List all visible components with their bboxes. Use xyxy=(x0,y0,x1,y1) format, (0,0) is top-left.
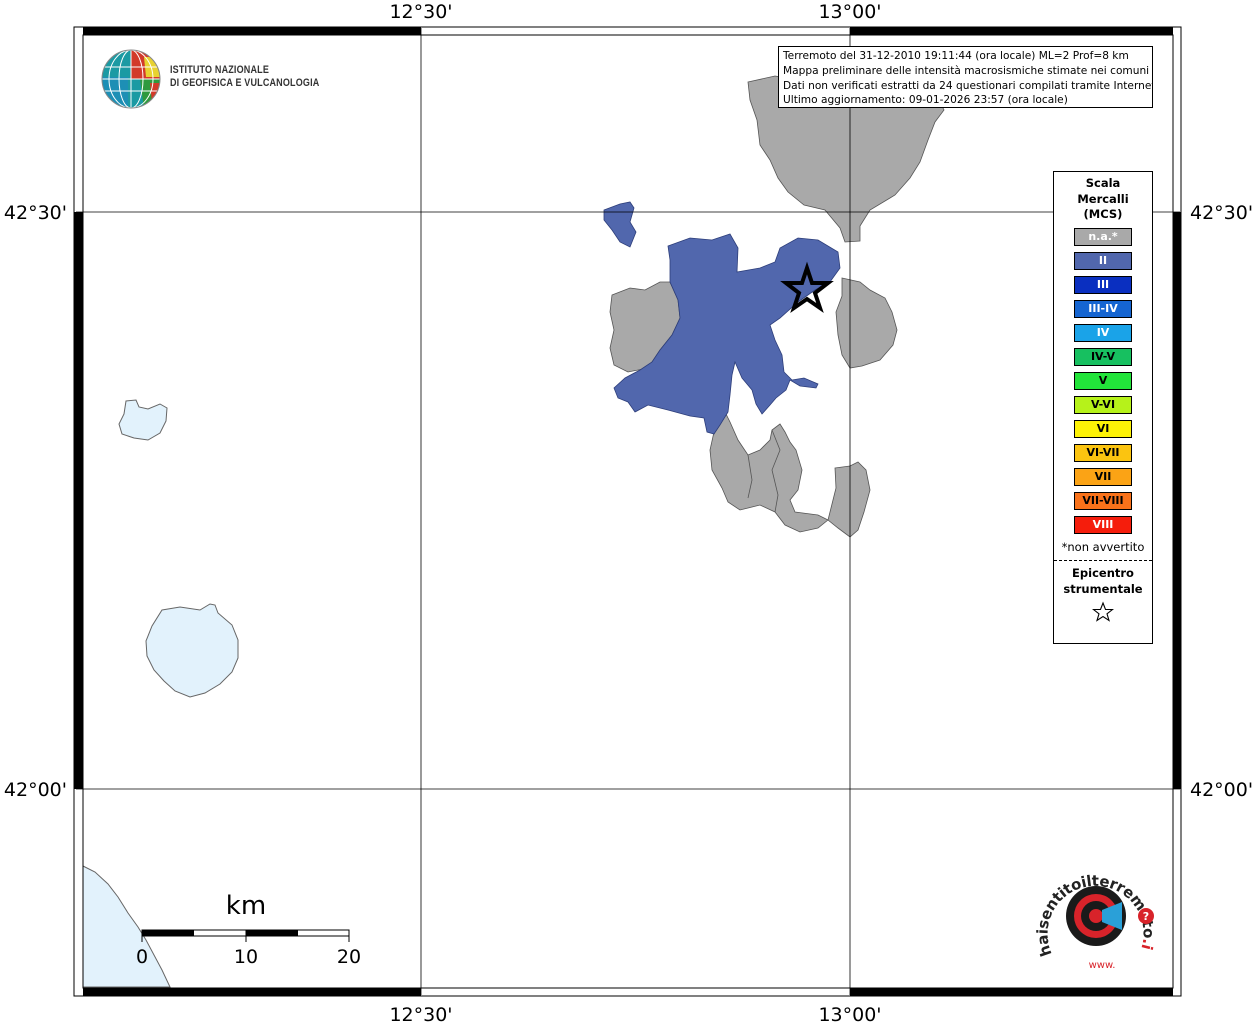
legend-item-iv-v: IV-V xyxy=(1074,347,1132,366)
legend-item-vii: VII xyxy=(1074,467,1132,486)
legend-item-vii-viii: VII-VIII xyxy=(1074,491,1132,510)
legend-item-ii: II xyxy=(1074,251,1132,270)
legend-epicentre-line1: Epicentro xyxy=(1072,565,1134,580)
map-area xyxy=(83,35,1173,988)
map-frame xyxy=(73,26,1182,997)
legend-epicentre-label: Epicentro strumentale xyxy=(1054,565,1152,597)
island-small xyxy=(118,399,168,441)
event-info-line4: Ultimo aggiornamento: 09-01-2026 23:57 (… xyxy=(783,94,1068,107)
mcs-legend: Scala Mercalli (MCS) n.a.* II III III-IV IV I… xyxy=(1053,171,1153,644)
scale-tick-20: 20 xyxy=(337,946,361,968)
legend-note: *non avvertito xyxy=(1061,539,1145,554)
event-info-box: Terremoto del 31-12-2010 19:11:44 (ora l… xyxy=(778,46,1153,108)
lat-label-right-1: 42°30' xyxy=(1190,202,1253,224)
scale-bar: km 0 10 20 xyxy=(136,891,361,968)
legend-item-iii-iv: III-IV xyxy=(1074,299,1132,318)
lat-label-left-2: 42°00' xyxy=(4,779,67,801)
map-graticule xyxy=(76,28,1180,995)
legend-epicentre-line2: strumentale xyxy=(1063,581,1143,596)
hst-logo: haisentitoilterremoto.it www. ? xyxy=(1030,858,1158,971)
municipality-borders xyxy=(747,429,781,513)
municipalities-intensity-ii xyxy=(603,201,841,435)
legend-item-v: V xyxy=(1074,371,1132,390)
ingv-name: ISTITUTO NAZIONALE DI GEOFISICA E VULCAN… xyxy=(170,64,319,90)
legend-star-icon xyxy=(1054,600,1152,627)
legend-item-n-a: n.a.* xyxy=(1074,227,1132,246)
lat-label-left-1: 42°30' xyxy=(4,202,67,224)
island-large xyxy=(145,603,239,698)
legend-items: n.a.* II III III-IV IV IV-V V V-VI VI VI-VII VII VI… xyxy=(1054,227,1152,534)
lat-label-right-2: 42°00' xyxy=(1190,779,1253,801)
event-info-line3: Dati non verificati estratti da 24 quest… xyxy=(783,79,1153,92)
event-info-line1: Terremoto del 31-12-2010 19:11:44 (ora l… xyxy=(783,50,1129,62)
municipality-ii-main xyxy=(613,233,841,435)
event-info-line2: Mappa preliminare delle intensità macros… xyxy=(783,64,1150,77)
legend-item-iii: III xyxy=(1074,275,1132,294)
legend-item-vi: VI xyxy=(1074,419,1132,438)
scale-unit: km xyxy=(226,891,266,921)
legend-title-line2: Mercalli xyxy=(1077,191,1129,206)
hst-logo-prefix: www. xyxy=(1089,960,1116,971)
epicentre-star-icon xyxy=(780,261,834,314)
svg-text:?: ? xyxy=(1143,910,1149,923)
municipality-ii-northwest xyxy=(603,201,637,248)
axis-labels: 12°30' 13°00' 12°30' 13°00' 42°30' 42°00… xyxy=(4,1,1253,1024)
legend-divider xyxy=(1054,559,1152,561)
ingv-logo xyxy=(101,49,161,109)
legend-title: Scala Mercalli (MCS) xyxy=(1054,176,1152,223)
lon-label-bottom-2: 13°00' xyxy=(818,1004,881,1024)
legend-item-v-vi: V-VI xyxy=(1074,395,1132,414)
municipalities-not-felt xyxy=(609,75,945,538)
municipality-east xyxy=(835,277,898,369)
legend-item-viii: VIII xyxy=(1074,515,1132,534)
scale-tick-10: 10 xyxy=(234,946,258,968)
legend-title-line1: Scala xyxy=(1085,176,1121,190)
lon-label-top-1: 12°30' xyxy=(389,1,452,23)
legend-item-iv: IV xyxy=(1074,323,1132,342)
ingv-name-line1: ISTITUTO NAZIONALE xyxy=(170,64,270,76)
municipality-southeast xyxy=(827,461,871,538)
municipality-south xyxy=(709,409,829,533)
legend-title-line3: (MCS) xyxy=(1083,207,1123,221)
scale-tick-0: 0 xyxy=(136,946,148,968)
legend-item-vi-vii: VI-VII xyxy=(1074,443,1132,462)
lon-label-bottom-1: 12°30' xyxy=(389,1004,452,1024)
lon-label-top-2: 13°00' xyxy=(818,1,881,23)
ingv-name-line2: DI GEOFISICA E VULCANOLOGIA xyxy=(170,77,320,89)
